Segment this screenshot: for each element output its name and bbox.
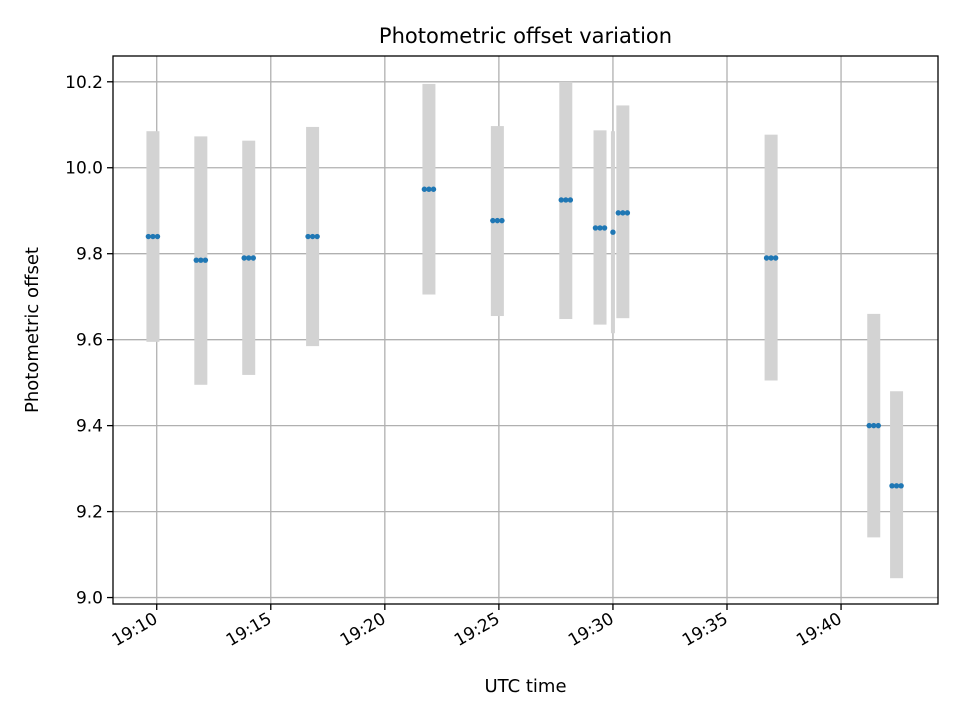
data-point: [898, 483, 904, 489]
data-point: [309, 233, 316, 240]
data-point: [597, 225, 603, 231]
chart-title: Photometric offset variation: [379, 24, 672, 48]
data-point: [875, 422, 882, 429]
data-point: [430, 186, 437, 192]
y-tick-label: 9.0: [76, 589, 103, 609]
data-point: [768, 255, 774, 261]
data-point: [499, 217, 505, 224]
data-point: [558, 197, 564, 203]
y-tick-label: 9.4: [76, 417, 103, 437]
data-point: [567, 197, 574, 203]
data-point: [193, 257, 199, 263]
x-axis-label: UTC time: [484, 676, 566, 697]
data-point: [490, 217, 496, 224]
data-point: [592, 225, 599, 231]
data-point: [494, 217, 501, 224]
data-point: [601, 225, 608, 231]
data-point: [202, 257, 209, 263]
data-point: [154, 233, 161, 240]
data-point: [772, 255, 779, 261]
data-point: [610, 229, 616, 235]
y-tick-label: 9.6: [76, 331, 103, 351]
y-axis-label: Photometric offset: [22, 247, 43, 413]
data-point: [871, 422, 877, 429]
data-point: [314, 233, 320, 240]
data-point: [246, 255, 252, 261]
y-tick-label: 10.0: [65, 159, 103, 179]
data-point: [198, 257, 204, 263]
data-point: [763, 255, 770, 261]
y-tick-label: 9.8: [76, 245, 103, 265]
data-point: [620, 210, 626, 216]
data-point: [250, 255, 256, 261]
data-point: [426, 186, 432, 192]
data-point: [563, 197, 569, 203]
data-point: [893, 483, 900, 489]
data-points: [145, 186, 904, 489]
data-point: [145, 233, 152, 240]
data-point: [624, 210, 631, 216]
y-axis: 9.0 9.2 9.4 9.6 9.8 10.0 10.2: [65, 73, 113, 609]
data-point: [150, 233, 156, 240]
y-tick-label: 10.2: [65, 73, 103, 93]
data-point: [866, 422, 872, 429]
plot-area-frame: [112, 55, 939, 605]
data-point: [305, 233, 311, 240]
data-point: [421, 186, 428, 192]
data-point: [889, 483, 895, 489]
y-tick-label: 9.2: [76, 503, 103, 523]
data-point: [241, 255, 247, 261]
data-point: [615, 210, 621, 216]
